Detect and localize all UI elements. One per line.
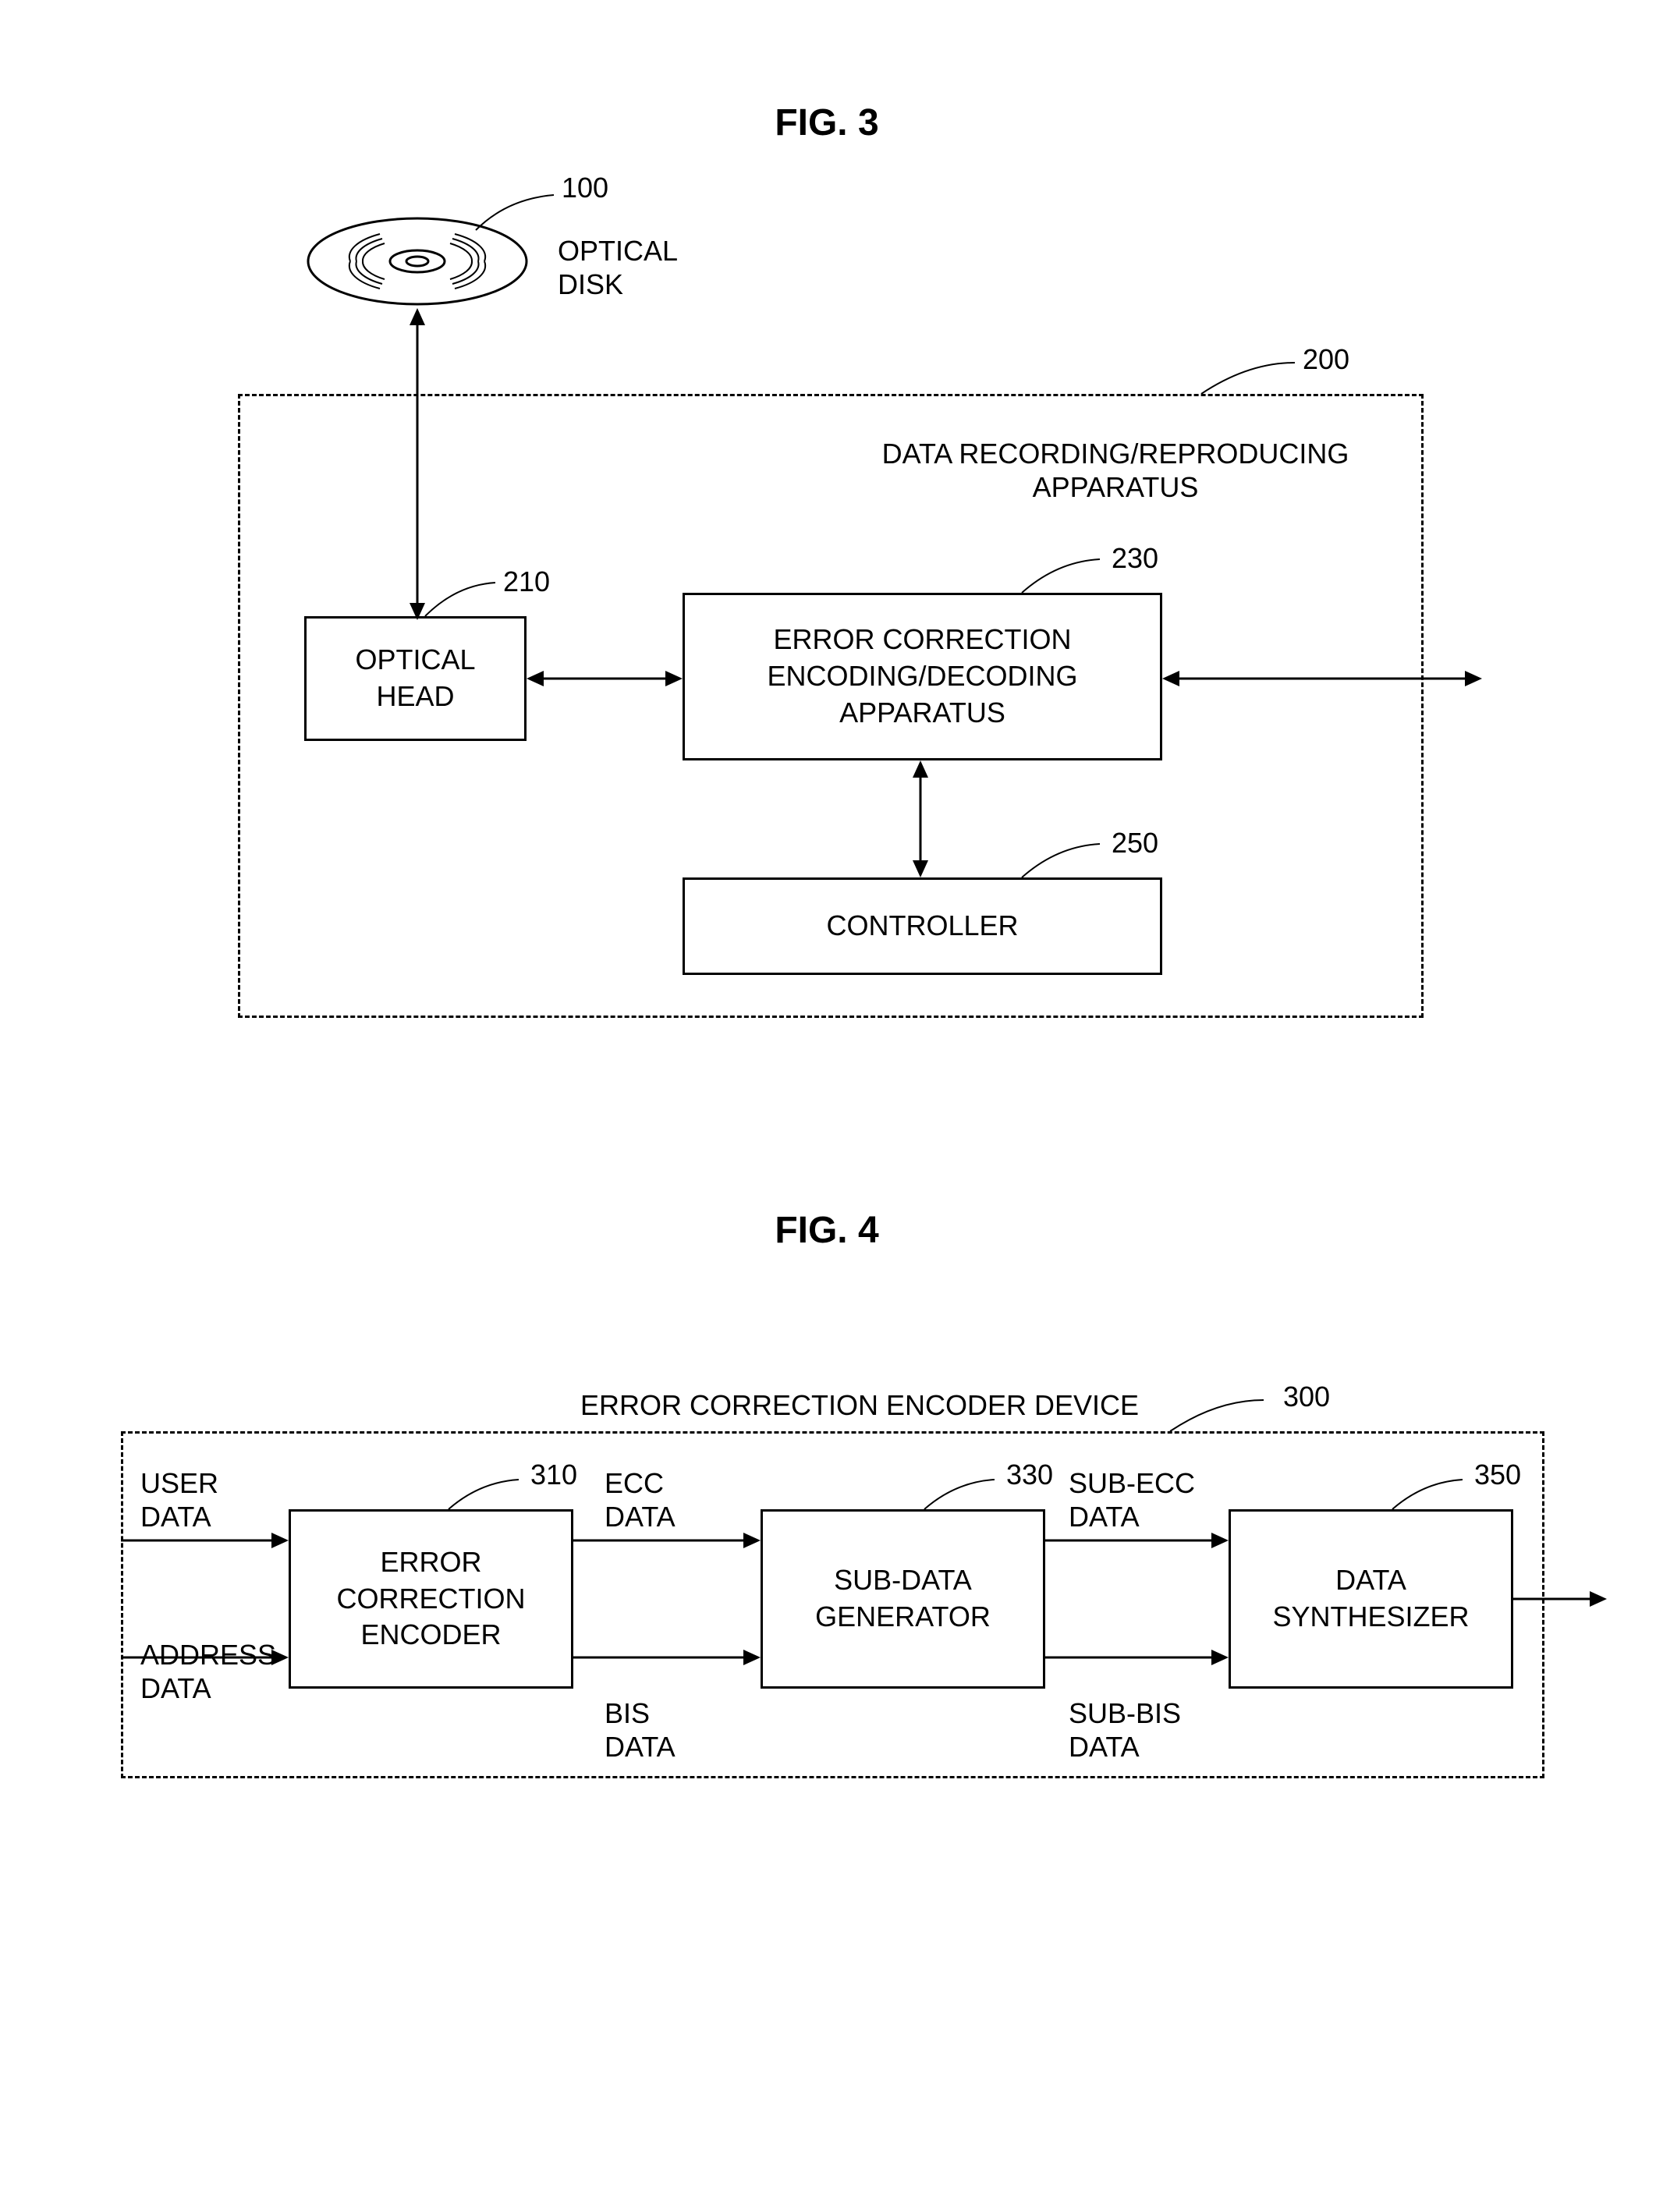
ecc-data-label: ECC DATA [605,1466,676,1533]
ref-200: 200 [1303,343,1349,376]
sub-ecc-label: SUB-ECC DATA [1069,1466,1195,1533]
ecc-apparatus-block: ERROR CORRECTION ENCODING/DECODING APPAR… [683,593,1162,760]
encoder-block: ERROR CORRECTION ENCODER [289,1509,573,1689]
fig3-title: FIG. 3 [702,101,952,144]
ref-350: 350 [1474,1459,1521,1491]
optical-disk-label: OPTICAL DISK [558,234,678,301]
page: FIG. 3 100 OPTICAL DISK 200 DATA RECORDI… [0,0,1656,2212]
subdata-block: SUB-DATA GENERATOR [761,1509,1045,1689]
ref-100: 100 [562,172,608,204]
ref-230: 230 [1112,542,1158,575]
ref-250: 250 [1112,827,1158,860]
synthesizer-block: DATA SYNTHESIZER [1229,1509,1513,1689]
ref-300: 300 [1283,1381,1330,1413]
fig4-title: FIG. 4 [702,1209,952,1252]
optical-disk-icon [300,211,534,312]
device-label: ERROR CORRECTION ENCODER DEVICE [499,1388,1139,1422]
ref-210: 210 [503,565,550,598]
user-data-label: USER DATA [140,1466,218,1533]
address-data-label: ADDRESS DATA [140,1638,276,1705]
ref-310: 310 [530,1459,577,1491]
optical-head-block: OPTICAL HEAD [304,616,527,741]
controller-block: CONTROLLER [683,877,1162,975]
apparatus-label: DATA RECORDING/REPRODUCING APPARATUS [835,437,1396,504]
sub-bis-label: SUB-BIS DATA [1069,1696,1181,1764]
ref-330: 330 [1006,1459,1053,1491]
bis-data-label: BIS DATA [605,1696,676,1764]
